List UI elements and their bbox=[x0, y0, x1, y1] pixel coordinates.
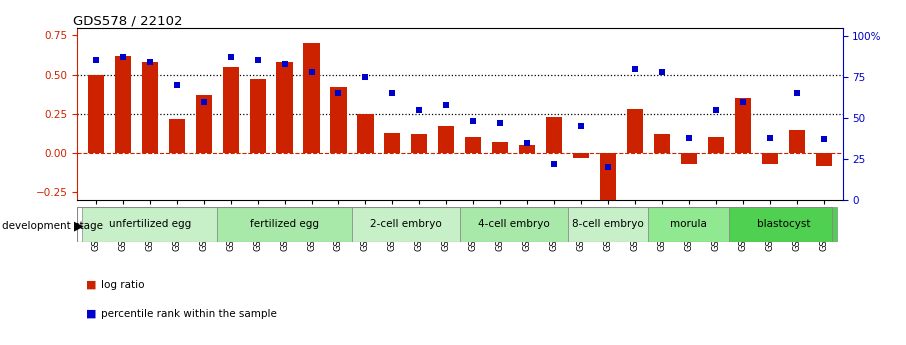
Point bbox=[197, 99, 211, 104]
Bar bbox=[115, 56, 131, 153]
Point bbox=[763, 135, 777, 140]
Point bbox=[116, 55, 130, 60]
Point bbox=[736, 99, 750, 104]
Point bbox=[142, 59, 157, 65]
Text: morula: morula bbox=[670, 219, 708, 229]
Point bbox=[789, 90, 804, 96]
Text: 2-cell embryo: 2-cell embryo bbox=[370, 219, 442, 229]
Text: percentile rank within the sample: percentile rank within the sample bbox=[101, 309, 276, 319]
Bar bbox=[600, 153, 616, 200]
Bar bbox=[82, 207, 217, 242]
Text: fertilized egg: fertilized egg bbox=[250, 219, 319, 229]
Bar bbox=[735, 98, 751, 153]
Bar bbox=[649, 207, 729, 242]
Bar bbox=[223, 67, 239, 153]
Point bbox=[250, 58, 265, 63]
Text: log ratio: log ratio bbox=[101, 280, 144, 289]
Text: ▶: ▶ bbox=[74, 219, 84, 233]
Point bbox=[520, 140, 535, 145]
Bar bbox=[680, 153, 697, 164]
Point bbox=[169, 82, 184, 88]
Bar bbox=[439, 126, 455, 153]
Bar bbox=[411, 134, 428, 153]
Text: blastocyst: blastocyst bbox=[757, 219, 810, 229]
Text: development stage: development stage bbox=[2, 221, 102, 231]
Bar bbox=[568, 207, 649, 242]
Point bbox=[816, 137, 831, 142]
Bar bbox=[384, 133, 400, 153]
Bar bbox=[788, 129, 805, 153]
Bar bbox=[141, 62, 158, 153]
Bar bbox=[465, 137, 481, 153]
Point bbox=[573, 124, 588, 129]
Bar bbox=[627, 109, 643, 153]
Bar bbox=[729, 207, 837, 242]
Point bbox=[224, 55, 238, 60]
Bar bbox=[217, 207, 352, 242]
Bar bbox=[169, 119, 185, 153]
Bar bbox=[331, 87, 347, 153]
Bar bbox=[573, 153, 589, 158]
Point bbox=[655, 69, 670, 75]
Point bbox=[708, 107, 723, 112]
Point bbox=[304, 69, 319, 75]
Bar bbox=[546, 117, 563, 153]
Point bbox=[601, 165, 615, 170]
Point bbox=[89, 58, 103, 63]
Bar bbox=[249, 79, 265, 153]
Bar bbox=[654, 134, 670, 153]
Bar bbox=[88, 75, 104, 153]
Point bbox=[547, 161, 562, 167]
Bar bbox=[815, 153, 832, 166]
Text: ■: ■ bbox=[86, 309, 97, 319]
Point bbox=[439, 102, 454, 108]
Point bbox=[358, 74, 372, 80]
Text: ■: ■ bbox=[86, 280, 97, 289]
Text: unfertilized egg: unfertilized egg bbox=[109, 219, 191, 229]
Point bbox=[466, 118, 480, 124]
Bar bbox=[519, 145, 535, 153]
Bar bbox=[276, 62, 293, 153]
Bar bbox=[304, 43, 320, 153]
Point bbox=[412, 107, 427, 112]
Point bbox=[332, 90, 346, 96]
Point bbox=[385, 90, 400, 96]
Bar bbox=[352, 207, 460, 242]
Bar bbox=[460, 207, 568, 242]
Point bbox=[277, 61, 292, 67]
Bar bbox=[708, 137, 724, 153]
Text: 4-cell embryo: 4-cell embryo bbox=[477, 219, 550, 229]
Point bbox=[493, 120, 507, 126]
Bar bbox=[357, 114, 373, 153]
Point bbox=[681, 135, 696, 140]
Text: 8-cell embryo: 8-cell embryo bbox=[573, 219, 644, 229]
Bar bbox=[762, 153, 778, 164]
Text: GDS578 / 22102: GDS578 / 22102 bbox=[73, 14, 183, 28]
Bar bbox=[492, 142, 508, 153]
Point bbox=[628, 66, 642, 71]
Bar bbox=[196, 95, 212, 153]
